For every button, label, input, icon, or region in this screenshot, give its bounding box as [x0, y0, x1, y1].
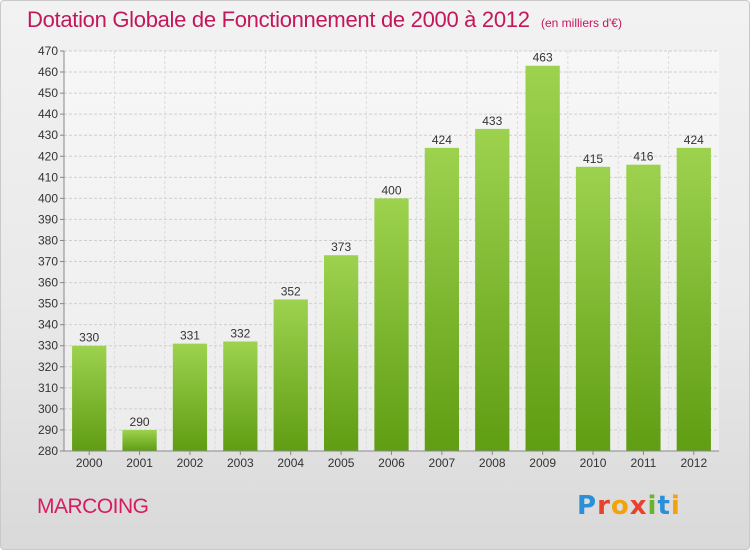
data-label-2003: 332 [230, 327, 250, 341]
data-label-2001: 290 [130, 415, 150, 429]
logo-letter: r [597, 491, 611, 521]
x-tick-label-2009: 2009 [529, 456, 556, 470]
y-tick-label: 340 [38, 318, 58, 332]
x-tick-label-2000: 2000 [76, 456, 103, 470]
chart-subtitle: (en milliers d'€) [541, 16, 622, 30]
logo-letter: t [657, 491, 671, 521]
bar-2006 [374, 198, 409, 451]
x-tick-label-2002: 2002 [177, 456, 204, 470]
bar-2012 [676, 147, 711, 451]
bar-2010 [575, 166, 611, 451]
x-tick-label-2005: 2005 [328, 456, 355, 470]
data-label-2010: 415 [583, 152, 603, 166]
bar-2001 [122, 429, 157, 451]
data-label-2000: 330 [79, 331, 99, 345]
logo-letter: i [647, 491, 658, 521]
y-tick-label: 460 [38, 65, 58, 79]
bar-2009 [525, 65, 560, 451]
bar-2004 [273, 299, 308, 451]
x-tick-label-2011: 2011 [631, 456, 657, 470]
x-tick-label-2003: 2003 [227, 456, 254, 470]
bar-2002 [172, 343, 208, 451]
bar-2005 [323, 255, 359, 451]
x-tick-label-2007: 2007 [429, 456, 456, 470]
data-label-2007: 424 [432, 133, 452, 147]
logo-letter: x [629, 491, 648, 521]
data-label-2006: 400 [381, 183, 401, 197]
data-label-2005: 373 [331, 240, 351, 254]
x-tick-label-2008: 2008 [479, 456, 506, 470]
x-tick-label-2010: 2010 [580, 456, 607, 470]
data-label-2004: 352 [281, 284, 301, 298]
y-tick-label: 390 [38, 212, 58, 226]
y-tick-label: 320 [38, 360, 58, 374]
y-tick-label: 330 [38, 339, 58, 353]
bar-2011 [626, 164, 661, 451]
y-tick-label: 280 [38, 444, 58, 458]
data-label-2012: 424 [684, 133, 704, 147]
x-tick-label-2004: 2004 [277, 456, 304, 470]
y-tick-label: 430 [38, 128, 58, 142]
data-label-2008: 433 [482, 114, 502, 128]
y-tick-label: 350 [38, 297, 58, 311]
data-label-2009: 463 [533, 51, 553, 65]
y-tick-label: 400 [38, 191, 58, 205]
bar-2000 [72, 345, 107, 451]
y-tick-label: 440 [38, 107, 58, 121]
y-tick-label: 450 [38, 86, 58, 100]
logo-letter: o [610, 491, 630, 521]
logo-letter: i [670, 491, 681, 521]
y-tick-label: 300 [38, 402, 58, 416]
y-tick-label: 360 [38, 276, 58, 290]
y-tick-label: 310 [38, 381, 58, 395]
y-tick-label: 410 [38, 170, 58, 184]
y-tick-label: 380 [38, 233, 58, 247]
x-tick-label-2001: 2001 [126, 456, 153, 470]
y-tick-label: 370 [38, 255, 58, 269]
y-tick-label: 470 [38, 44, 58, 58]
logo-letter: P [577, 491, 598, 521]
bar-2007 [424, 147, 460, 451]
place-name: MARCOING [37, 495, 149, 518]
x-tick-label-2012: 2012 [680, 456, 707, 470]
x-tick-label-2006: 2006 [378, 456, 405, 470]
y-tick-label: 290 [38, 423, 58, 437]
bar-2003 [223, 341, 258, 451]
data-label-2011: 416 [633, 150, 653, 164]
data-label-2002: 331 [180, 329, 200, 343]
proxiti-logo: Proxiti [577, 491, 681, 521]
chart-title: Dotation Globale de Fonctionnement de 20… [27, 7, 530, 32]
y-tick-label: 420 [38, 149, 58, 163]
bar-2008 [475, 128, 510, 451]
